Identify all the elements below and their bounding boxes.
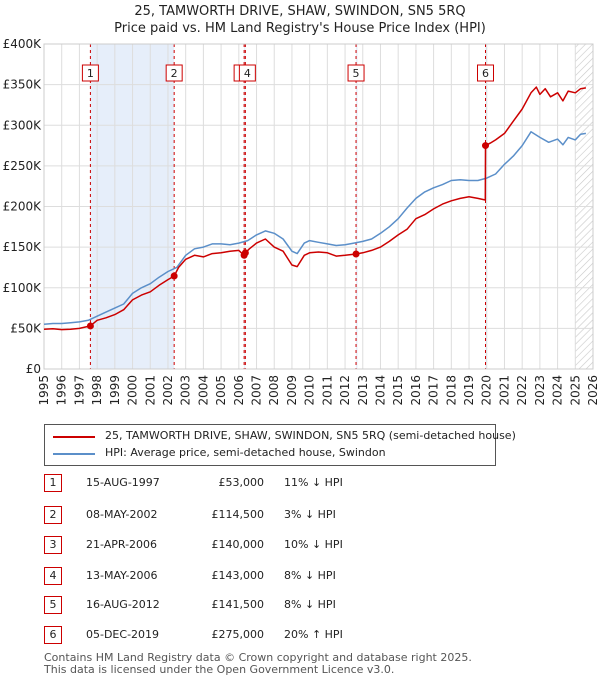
footer-licence: This data is licensed under the Open Gov… (44, 663, 395, 676)
sale-number-box (238, 64, 256, 82)
sale-price: £143,000 (211, 569, 265, 582)
y-tick-label: £100K (3, 281, 43, 295)
sale-price: £141,500 (211, 598, 265, 611)
legend-label-hpi: HPI: Average price, semi-detached house,… (105, 446, 386, 459)
sale-hpi-diff: 8% ↓ HPI (284, 569, 336, 582)
x-tick-label: 2009 (285, 375, 299, 406)
x-tick-label: 1995 (37, 375, 51, 406)
x-tick-label: 2013 (356, 375, 370, 406)
y-tick-label: £250K (3, 159, 43, 173)
x-tick-label: 2024 (551, 375, 565, 406)
hpi-line (43, 131, 587, 326)
plot-frame (43, 43, 594, 370)
sale-number-label: 4 (244, 67, 251, 80)
sale-date: 21-APR-2006 (86, 538, 158, 551)
sale-number-badge: 5 (44, 596, 62, 614)
x-tick-label: 2026 (586, 375, 600, 406)
sale-number-box (477, 64, 495, 82)
sale-number-badge: 3 (44, 536, 62, 554)
sale-number-label: 5 (353, 67, 360, 80)
sale-point (352, 250, 360, 258)
x-tick-label: 1998 (90, 375, 104, 406)
sale-date: 15-AUG-1997 (86, 476, 160, 489)
chart-title: 25, TAMWORTH DRIVE, SHAW, SWINDON, SN5 5… (134, 4, 466, 19)
sale-number-box (165, 64, 183, 82)
x-tick-label: 2025 (568, 375, 582, 406)
sale-number-badge: 2 (44, 506, 62, 524)
x-tick-label: 2022 (515, 375, 529, 406)
x-tick-label: 1996 (55, 375, 69, 406)
x-tick-label: 2004 (196, 375, 210, 406)
sale-number-label: 1 (87, 67, 94, 80)
x-tick-label: 2006 (232, 375, 246, 406)
x-tick-label: 2015 (391, 375, 405, 406)
sale-hpi-diff: 11% ↓ HPI (284, 476, 343, 489)
sale-date: 16-AUG-2012 (86, 598, 160, 611)
x-tick-label: 2002 (161, 375, 175, 406)
sale-number-badge: 1 (44, 474, 62, 492)
legend-swatch-hpi (53, 453, 95, 455)
price-chart: £0 £50K £100K £150K £200K £250K £300K £350K £400… (3, 37, 600, 406)
y-tick-label: £50K (10, 321, 42, 335)
x-tick-label: 2018 (444, 375, 458, 406)
y-tick-label: £200K (3, 200, 43, 214)
sale-hpi-diff: 10% ↓ HPI (284, 538, 343, 551)
sale-hpi-diff: 20% ↑ HPI (284, 628, 343, 641)
sale-number-badge: 6 (44, 626, 62, 644)
chart-subtitle: Price paid vs. HM Land Registry's House … (114, 21, 486, 36)
sale-point (170, 272, 178, 280)
x-tick-label: 2020 (480, 375, 494, 406)
sale-point (241, 249, 249, 257)
sale-number-label: 6 (482, 67, 489, 80)
y-tick-label: £0 (26, 362, 41, 376)
sale-price: £275,000 (211, 628, 265, 641)
sale-price: £53,000 (218, 476, 265, 489)
x-tick-label: 2011 (320, 375, 334, 406)
y-tick-label: £350K (3, 78, 43, 92)
sale-date: 13-MAY-2006 (86, 569, 158, 582)
sale-hpi-diff: 8% ↓ HPI (284, 598, 336, 611)
property-price-line (43, 86, 587, 331)
x-tick-label: 2023 (533, 375, 547, 406)
legend: 25, TAMWORTH DRIVE, SHAW, SWINDON, SN5 5… (44, 424, 516, 466)
y-tick-label: £300K (3, 118, 43, 132)
sale-hpi-diff: 3% ↓ HPI (284, 508, 336, 521)
sale-price: £140,000 (211, 538, 265, 551)
legend-label-property: 25, TAMWORTH DRIVE, SHAW, SWINDON, SN5 5… (105, 429, 516, 442)
sale-date: 05-DEC-2019 (86, 628, 160, 641)
sale-date: 08-MAY-2002 (86, 508, 158, 521)
x-tick-label: 2007 (250, 375, 264, 406)
sale-number-box (347, 64, 365, 82)
x-tick-label: 2017 (427, 375, 441, 406)
sale-number-box (81, 64, 99, 82)
x-tick-label: 2019 (462, 375, 476, 406)
y-tick-label: £150K (3, 240, 43, 254)
sale-point (482, 142, 490, 150)
sale-price: £114,500 (211, 508, 265, 521)
sale-number-label: 2 (171, 67, 178, 80)
x-tick-label: 2016 (409, 375, 423, 406)
y-tick-label: £400K (3, 37, 43, 51)
x-tick-label: 2001 (143, 375, 157, 406)
x-tick-label: 2014 (373, 375, 387, 406)
sale-number-badge: 4 (44, 567, 62, 585)
x-tick-label: 1999 (108, 375, 122, 406)
x-tick-label: 2012 (338, 375, 352, 406)
x-tick-label: 2008 (267, 375, 281, 406)
x-tick-label: 2010 (303, 375, 317, 406)
x-tick-label: 2000 (126, 375, 140, 406)
x-tick-label: 2005 (214, 375, 228, 406)
x-tick-label: 1997 (72, 375, 86, 406)
x-tick-label: 2021 (497, 375, 511, 406)
sale-point (86, 322, 94, 330)
x-tick-label: 2003 (179, 375, 193, 406)
legend-swatch-property (53, 436, 95, 438)
footer-copyright: Contains HM Land Registry data © Crown c… (44, 651, 472, 664)
